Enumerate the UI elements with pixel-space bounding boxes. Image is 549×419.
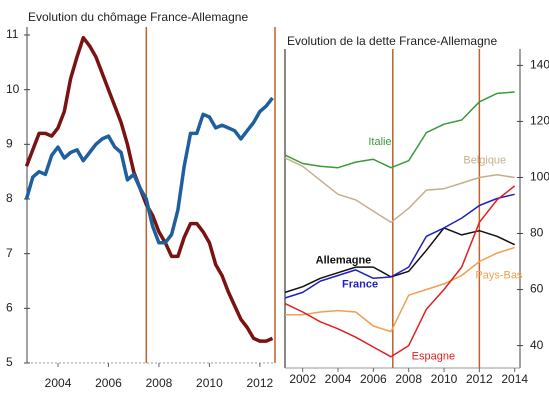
x-tick-label: 2008	[146, 376, 173, 390]
y-tick-label: 120	[530, 114, 549, 128]
x-tick-label: 2014	[501, 372, 528, 386]
x-tick-label: 2004	[325, 372, 352, 386]
y-tick-label: 140	[530, 58, 549, 72]
series-line	[285, 246, 515, 333]
y-tick-label: 11	[6, 27, 19, 41]
series-line	[284, 91, 515, 169]
y-tick-label: 9	[6, 137, 13, 151]
x-tick-label: 2006	[95, 376, 122, 390]
y-tick-label: 40	[530, 338, 544, 352]
y-tick-label: 8	[6, 191, 13, 205]
y-tick-label: 5	[6, 355, 13, 369]
series-line	[284, 157, 515, 224]
x-tick-label: 2008	[395, 372, 422, 386]
y-tick-label: 6	[6, 301, 13, 315]
series-label: Allemagne	[316, 255, 372, 267]
x-tick-label: 2012	[466, 372, 493, 386]
series-line	[284, 185, 516, 358]
series-label: Belgique	[463, 154, 506, 166]
y-tick-label: 100	[530, 170, 549, 184]
x-tick-label: 2004	[45, 376, 72, 390]
x-tick-label: 2002	[289, 372, 316, 386]
y-tick-label: 80	[530, 226, 544, 240]
chart-title: Evolution du chômage France-Allemagne	[28, 10, 248, 24]
series-label: Italie	[368, 136, 391, 148]
series-line	[284, 193, 515, 299]
series-line	[24, 35, 274, 343]
y-tick-label: 60	[530, 282, 544, 296]
x-tick-label: 2010	[196, 376, 223, 390]
series-label: Pays-Bas	[475, 269, 523, 281]
series-line	[24, 96, 274, 245]
series-label: France	[342, 278, 378, 290]
series-label: Espagne	[412, 350, 455, 362]
y-tick-label: 7	[6, 246, 13, 260]
x-tick-label: 2012	[247, 376, 274, 390]
chart-title: Evolution de la dette France-Allemagne	[287, 34, 497, 48]
x-tick-label: 2006	[360, 372, 387, 386]
y-tick-label: 10	[6, 82, 20, 96]
x-tick-label: 2010	[431, 372, 458, 386]
